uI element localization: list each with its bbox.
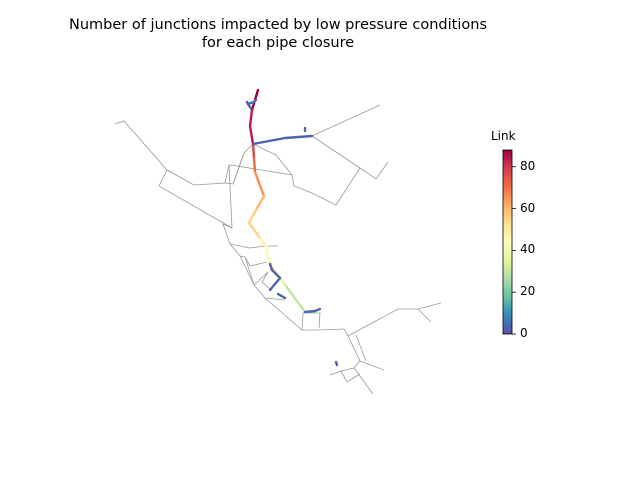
base-pipes [114, 104, 442, 395]
pipe [355, 334, 367, 362]
impacted-pipe [334, 360, 339, 367]
impacted-pipe [251, 136, 287, 146]
pipe [193, 164, 238, 186]
impacted-pipe [313, 307, 322, 313]
impacted-pipe [268, 276, 282, 292]
impacted-pipe [268, 262, 274, 272]
impacted-pipe [252, 156, 257, 174]
pipe [239, 255, 268, 267]
pipe [252, 143, 293, 176]
pipe [347, 302, 442, 337]
pipe [232, 143, 254, 185]
impacted-pipe [253, 170, 266, 198]
pipe [253, 271, 272, 291]
colorbar-tick-label: 80 [520, 158, 536, 173]
pipe [301, 312, 321, 331]
colorbar-tick-label: 0 [520, 326, 528, 340]
pipe [329, 367, 355, 376]
impacted-pipe [264, 244, 270, 258]
impacted-pipe [248, 124, 255, 146]
impacted-pipes [245, 88, 339, 367]
pipe [236, 165, 361, 206]
impacted-pipe [252, 98, 258, 104]
pipe [264, 297, 318, 331]
colorbar-label: Link [491, 129, 516, 143]
pipe [222, 164, 255, 286]
impacted-pipe [303, 309, 317, 314]
impacted-pipe [284, 284, 307, 314]
title-line-2: for each pipe closure [201, 35, 355, 51]
impacted-pipe [247, 221, 262, 240]
colorbar-tick-label: 20 [520, 284, 536, 299]
pipe [229, 243, 278, 249]
colorbar-gradient [502, 149, 513, 335]
pipe [114, 120, 195, 186]
impacted-pipe [276, 292, 287, 300]
impacted-pipe [253, 88, 260, 102]
pipe [311, 135, 389, 180]
impacted-pipe [245, 100, 250, 106]
impacted-pipe [247, 208, 258, 225]
impacted-pipe [283, 134, 314, 140]
impacted-pipe [251, 142, 256, 160]
impacted-pipe [270, 268, 282, 280]
colorbar-tick-label: 40 [520, 242, 536, 257]
pipe [353, 360, 374, 395]
pipe [311, 104, 381, 137]
pipe [340, 370, 361, 383]
title-line-1: Number of junctions impacted by low pres… [69, 17, 487, 33]
impacted-pipe [258, 236, 268, 248]
colorbar-ticks [512, 166, 516, 335]
pipe [417, 308, 432, 323]
pipe [244, 256, 286, 301]
impacted-pipe [254, 194, 266, 212]
figure-title: Number of junctions impacted by low pres… [0, 16, 556, 52]
pipe [158, 169, 233, 229]
impacted-pipe [248, 108, 254, 128]
colorbar [502, 149, 516, 335]
pipe [347, 335, 385, 371]
impacted-pipe [266, 254, 272, 266]
pipe [317, 328, 349, 337]
colorbar-tick-label: 60 [520, 200, 536, 215]
